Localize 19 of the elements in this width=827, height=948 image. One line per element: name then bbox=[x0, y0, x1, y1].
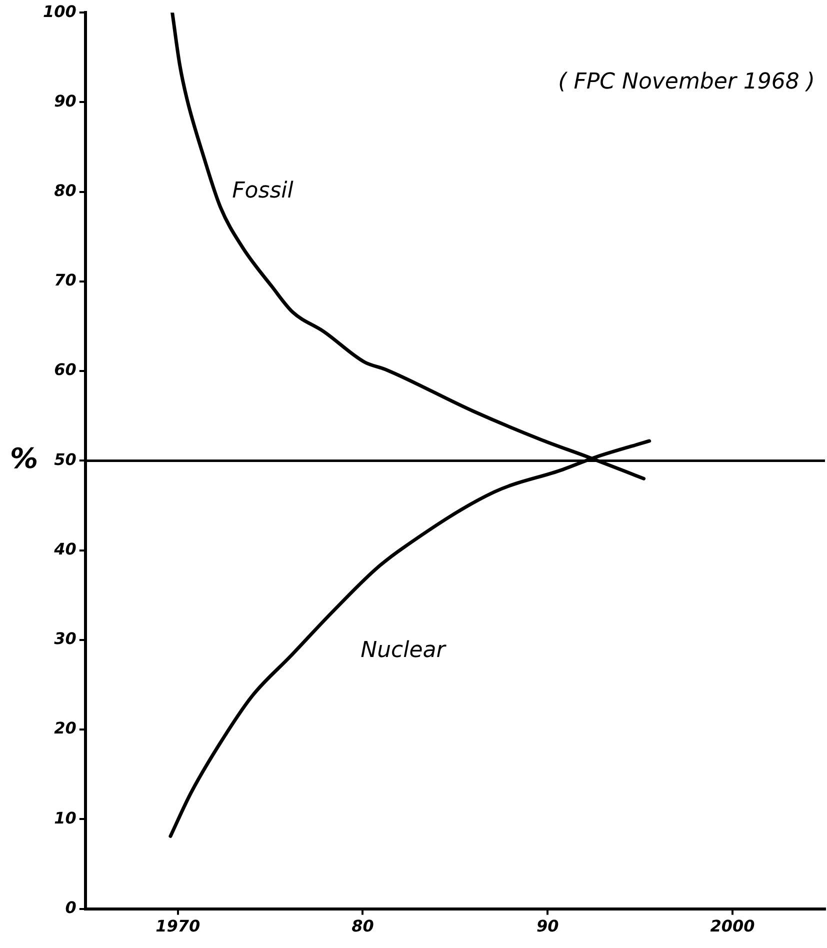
y-tick-label: 50 bbox=[54, 450, 76, 469]
y-tick-label: 0 bbox=[65, 898, 76, 917]
y-axis-title: % bbox=[10, 442, 38, 475]
y-tick-label: 70 bbox=[54, 270, 76, 290]
series-label: Fossil bbox=[232, 178, 294, 204]
series-label: Nuclear bbox=[360, 638, 448, 663]
y-tick-label: 90 bbox=[54, 91, 76, 110]
x-tick-label: 80 bbox=[352, 916, 374, 936]
y-tick-label: 20 bbox=[54, 718, 76, 738]
y-tick-label: 100 bbox=[42, 2, 76, 21]
y-tick-label: 30 bbox=[54, 629, 76, 648]
annotation: ( FPC November 1968 ) bbox=[558, 69, 815, 94]
x-tick-label: 90 bbox=[536, 916, 559, 936]
y-tick-label: 60 bbox=[54, 360, 76, 380]
y-tick-label: 10 bbox=[54, 808, 76, 828]
x-tick-label: 2000 bbox=[710, 916, 755, 936]
x-tick-label: 1970 bbox=[156, 916, 200, 936]
y-tick-label: 80 bbox=[54, 180, 76, 200]
y-tick-label: 40 bbox=[53, 539, 76, 558]
